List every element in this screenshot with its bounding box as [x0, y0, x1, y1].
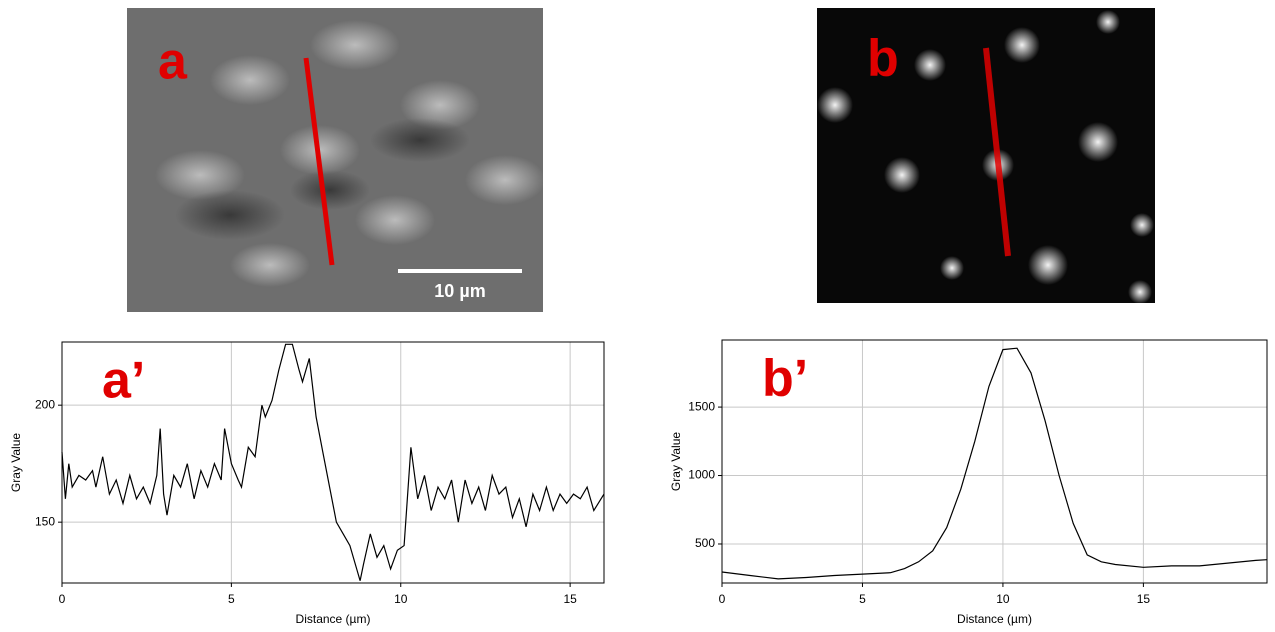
panel-label: a’ — [102, 352, 145, 410]
x-tick-label: 5 — [859, 592, 866, 606]
x-tick-label: 5 — [228, 592, 235, 606]
panel-label: b’ — [762, 350, 808, 408]
x-tick-label: 15 — [563, 592, 577, 606]
scale-bar-label: 10 µm — [434, 281, 485, 301]
y-tick-label: 500 — [695, 536, 715, 550]
image-b: b — [817, 8, 1155, 304]
y-axis-label: Gray Value — [9, 433, 23, 492]
y-tick-label: 1000 — [688, 468, 715, 482]
panel-label: a — [158, 33, 188, 91]
plot-frame — [721, 339, 1268, 584]
x-tick-label: 10 — [996, 592, 1010, 606]
y-tick-label: 200 — [35, 397, 55, 411]
x-axis-label: Distance (µm) — [296, 612, 371, 626]
y-axis-label: Gray Value — [669, 432, 683, 491]
image-a: 10 µm a — [127, 8, 545, 312]
x-tick-label: 0 — [59, 592, 66, 606]
x-tick-label: 0 — [719, 592, 726, 606]
x-tick-label: 10 — [394, 592, 408, 606]
y-tick-label: 150 — [35, 514, 55, 528]
data-line — [61, 343, 605, 581]
y-tick-label: 1500 — [688, 399, 715, 413]
x-axis-label: Distance (µm) — [957, 612, 1032, 626]
panel-label: b — [867, 30, 899, 88]
x-tick-label: 15 — [1137, 592, 1151, 606]
plot-frame — [61, 341, 605, 584]
data-line — [721, 347, 1268, 580]
